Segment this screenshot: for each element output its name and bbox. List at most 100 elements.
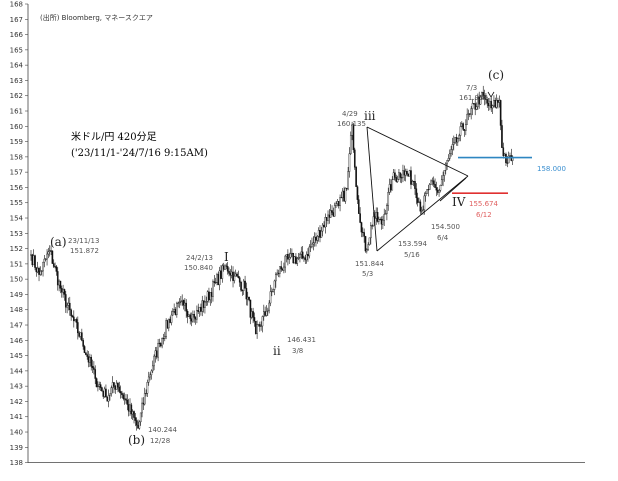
candle-body bbox=[131, 411, 134, 415]
candle-body bbox=[422, 209, 424, 211]
candle-body bbox=[155, 350, 158, 358]
candle-body bbox=[130, 404, 133, 415]
candle-body bbox=[406, 171, 408, 175]
candle-body bbox=[501, 125, 503, 148]
candle-body bbox=[272, 289, 274, 292]
candle-body bbox=[327, 214, 329, 221]
candle-body bbox=[182, 300, 185, 306]
candle-body bbox=[289, 253, 292, 258]
candle-body bbox=[74, 319, 76, 322]
candle-body bbox=[102, 390, 105, 397]
candle-body bbox=[359, 213, 361, 223]
candle-body bbox=[328, 214, 331, 218]
y-tick-label: 139 bbox=[10, 444, 23, 452]
candle-body bbox=[32, 255, 35, 266]
candle-body bbox=[331, 210, 333, 213]
candle-body bbox=[162, 338, 165, 340]
candle-body bbox=[91, 366, 94, 368]
candle-body bbox=[101, 387, 103, 392]
candle-body bbox=[323, 224, 325, 228]
candle-body bbox=[78, 332, 80, 337]
candle-body bbox=[198, 306, 201, 312]
y-tick-label: 151 bbox=[10, 260, 23, 268]
candle-body bbox=[293, 256, 296, 264]
candle-body bbox=[181, 300, 183, 302]
candle-body bbox=[380, 219, 383, 225]
y-tick-label: 162 bbox=[10, 92, 23, 100]
candle-body bbox=[82, 340, 84, 347]
hline-158-label: 158.000 bbox=[537, 165, 566, 173]
candle-body bbox=[428, 184, 431, 190]
low-may3-price: 151.844 bbox=[355, 260, 384, 268]
y-tick-label: 142 bbox=[10, 398, 23, 406]
candle-body bbox=[54, 266, 56, 268]
candle-body bbox=[228, 270, 230, 274]
lower-trendline-left bbox=[376, 175, 469, 252]
candle-body bbox=[87, 356, 90, 363]
candle-body bbox=[376, 212, 379, 222]
candle-body bbox=[139, 412, 142, 423]
candle-body bbox=[56, 271, 59, 286]
candle-body bbox=[245, 288, 248, 300]
candle-body bbox=[34, 255, 36, 268]
candle-body bbox=[304, 257, 307, 261]
source-text: (出所) Bloomberg, マネースクエア bbox=[40, 13, 153, 22]
candle-body bbox=[335, 203, 337, 206]
y-tick-label: 165 bbox=[10, 46, 23, 54]
chart-title: 米ドル/円 420分足 bbox=[71, 130, 157, 143]
candle-body bbox=[178, 301, 181, 304]
candle-body bbox=[317, 230, 320, 237]
candle-body bbox=[426, 189, 428, 194]
candle-body bbox=[403, 170, 406, 176]
y-tick-label: 150 bbox=[10, 276, 23, 284]
candle-body bbox=[440, 179, 443, 186]
candle-body bbox=[394, 172, 396, 178]
candle-body bbox=[368, 237, 371, 245]
lower-trendline-right bbox=[439, 177, 467, 202]
candle-body bbox=[285, 254, 288, 257]
candle-body bbox=[475, 106, 478, 110]
candle-body bbox=[355, 167, 357, 187]
candle-body bbox=[217, 274, 220, 286]
candle-body bbox=[463, 129, 466, 131]
triangle-pattern bbox=[366, 126, 469, 252]
candle-body bbox=[111, 382, 114, 388]
candle-body bbox=[462, 123, 464, 130]
candle-body bbox=[81, 332, 83, 341]
candle-body bbox=[98, 384, 101, 387]
candle-body bbox=[448, 153, 451, 159]
candle-body bbox=[386, 205, 388, 214]
candle-body bbox=[311, 243, 313, 247]
candle-body bbox=[159, 343, 162, 347]
candle-body bbox=[430, 180, 432, 185]
candle-body bbox=[340, 197, 343, 199]
upper-trendline bbox=[366, 126, 469, 177]
candle-body bbox=[114, 386, 117, 390]
candle-body bbox=[509, 155, 511, 157]
candle-body bbox=[260, 325, 262, 327]
candle-body bbox=[210, 292, 213, 297]
candle-body bbox=[280, 266, 282, 270]
candle-body bbox=[150, 370, 153, 376]
candle-body bbox=[197, 310, 200, 312]
candle-body bbox=[153, 355, 155, 367]
candle-body bbox=[347, 171, 349, 190]
candle-body bbox=[48, 250, 51, 252]
candle-body bbox=[283, 266, 285, 271]
wave-iii-date: 4/29 bbox=[342, 110, 358, 118]
candle-body bbox=[134, 417, 137, 421]
candle-body bbox=[143, 393, 146, 405]
candle-body bbox=[190, 318, 193, 322]
y-tick-label: 166 bbox=[10, 31, 24, 39]
wave-c-label: (c) bbox=[488, 68, 504, 82]
y-tick-label: 152 bbox=[10, 245, 23, 253]
candle-body bbox=[370, 225, 372, 239]
candle-body bbox=[438, 190, 440, 193]
candle-body bbox=[151, 365, 154, 372]
candle-body bbox=[345, 187, 348, 190]
candle-body bbox=[63, 289, 66, 295]
candle-body bbox=[258, 324, 261, 327]
candle-body bbox=[321, 224, 324, 232]
candle-body bbox=[339, 197, 341, 206]
candle-body bbox=[384, 213, 387, 215]
